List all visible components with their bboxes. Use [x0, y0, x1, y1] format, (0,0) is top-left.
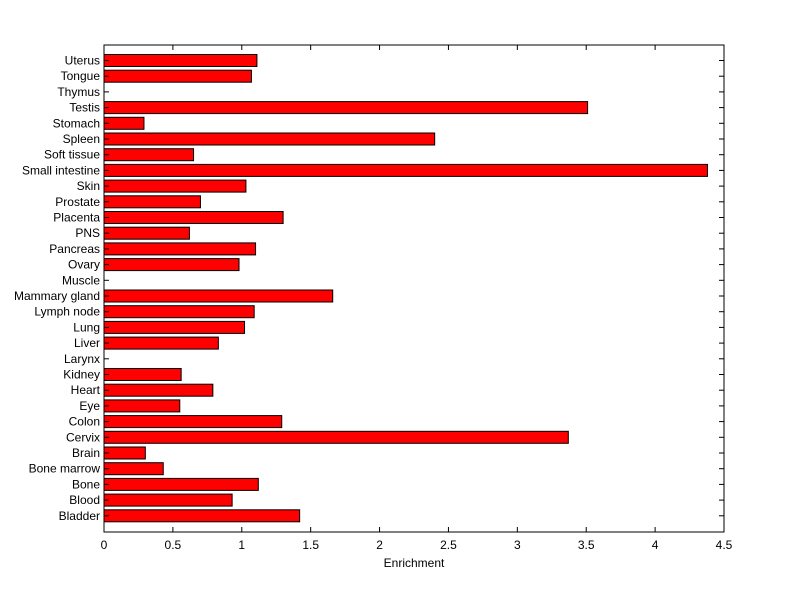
y-tick-label: Muscle — [62, 273, 100, 287]
y-tick-label: Lymph node — [34, 305, 100, 319]
y-tick-label: Liver — [74, 336, 100, 350]
bar — [103, 399, 181, 413]
y-tick-label: Larynx — [64, 352, 100, 366]
x-ticks-group: 0 0.5 1 1.5 2 2.5 3 3.5 4 4.5 — [101, 45, 733, 552]
y-tick-label: Tongue — [61, 69, 101, 83]
x-tick-label: 0.5 — [165, 538, 182, 552]
x-axis-title: Enrichment — [384, 556, 445, 570]
x-tick-label: 3 — [514, 538, 521, 552]
y-tick-label: Spleen — [63, 132, 100, 146]
bar — [103, 101, 589, 115]
x-tick-label: 1 — [238, 538, 245, 552]
y-tick-label: Heart — [71, 383, 101, 397]
y-tick-label: Kidney — [63, 368, 100, 382]
y-tick-label: Stomach — [53, 116, 100, 130]
y-tick-label: Thymus — [57, 85, 100, 99]
y-tick-label: Ovary — [68, 258, 100, 272]
y-tick-label: Bone marrow — [29, 462, 101, 476]
bar — [103, 509, 301, 523]
bar — [103, 320, 246, 334]
x-tick-label: 4.5 — [716, 538, 733, 552]
bar — [103, 132, 436, 146]
bar — [103, 477, 259, 491]
bar — [103, 446, 146, 460]
x-tick-label: 3.5 — [578, 538, 595, 552]
y-tick-label: Pancreas — [49, 242, 100, 256]
x-tick-label: 2.5 — [440, 538, 457, 552]
y-tick-label: Bone — [72, 477, 100, 491]
y-tick-label: Uterus — [65, 54, 100, 68]
y-tick-label: Placenta — [53, 211, 100, 225]
y-tick-label: Eye — [79, 399, 100, 413]
bar — [103, 116, 145, 130]
bar — [103, 462, 164, 476]
y-tick-label: Brain — [72, 446, 100, 460]
x-tick-label: 4 — [652, 538, 659, 552]
y-tick-label: Mammary gland — [14, 289, 100, 303]
bar — [103, 163, 708, 177]
y-tick-label: Prostate — [55, 195, 100, 209]
x-tick-label: 1.5 — [302, 538, 319, 552]
bar — [103, 242, 257, 256]
bar — [103, 383, 214, 397]
y-tick-label: Cervix — [66, 430, 100, 444]
bar — [103, 368, 182, 381]
y-tick-label: Testis — [69, 101, 100, 115]
y-tick-label: Lung — [73, 320, 100, 334]
x-tick-label: 2 — [376, 538, 383, 552]
bar — [103, 415, 283, 429]
bar — [103, 305, 255, 319]
y-tick-label: Colon — [69, 415, 100, 429]
bar — [103, 430, 569, 444]
bar — [103, 211, 284, 224]
bar — [103, 179, 247, 193]
bar — [103, 336, 219, 350]
y-tick-label: Skin — [77, 179, 100, 193]
bar — [103, 148, 195, 162]
y-tick-label: PNS — [75, 226, 100, 240]
bar — [103, 289, 334, 303]
bar — [103, 195, 201, 209]
bar — [103, 258, 240, 272]
plot-area — [103, 44, 725, 533]
y-tick-label: Blood — [69, 493, 100, 507]
y-tick-label: Bladder — [59, 509, 100, 523]
y-tick-label: Soft tissue — [44, 148, 100, 162]
x-tick-label: 0 — [101, 538, 108, 552]
y-tick-label: Small intestine — [22, 163, 100, 177]
bar — [103, 226, 190, 240]
bar — [103, 493, 233, 507]
bar — [103, 54, 258, 67]
bar — [103, 69, 252, 83]
